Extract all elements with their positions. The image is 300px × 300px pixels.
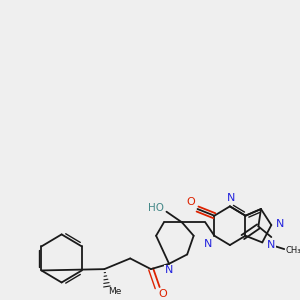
Text: N: N — [227, 193, 236, 203]
Text: N: N — [276, 219, 285, 229]
Text: HO: HO — [148, 203, 164, 213]
Text: CH₃: CH₃ — [286, 246, 300, 255]
Text: Me: Me — [108, 287, 122, 296]
Text: O: O — [187, 197, 195, 207]
Text: N: N — [165, 266, 173, 275]
Text: N: N — [204, 239, 212, 249]
Text: N: N — [267, 240, 275, 250]
Text: O: O — [158, 290, 167, 299]
